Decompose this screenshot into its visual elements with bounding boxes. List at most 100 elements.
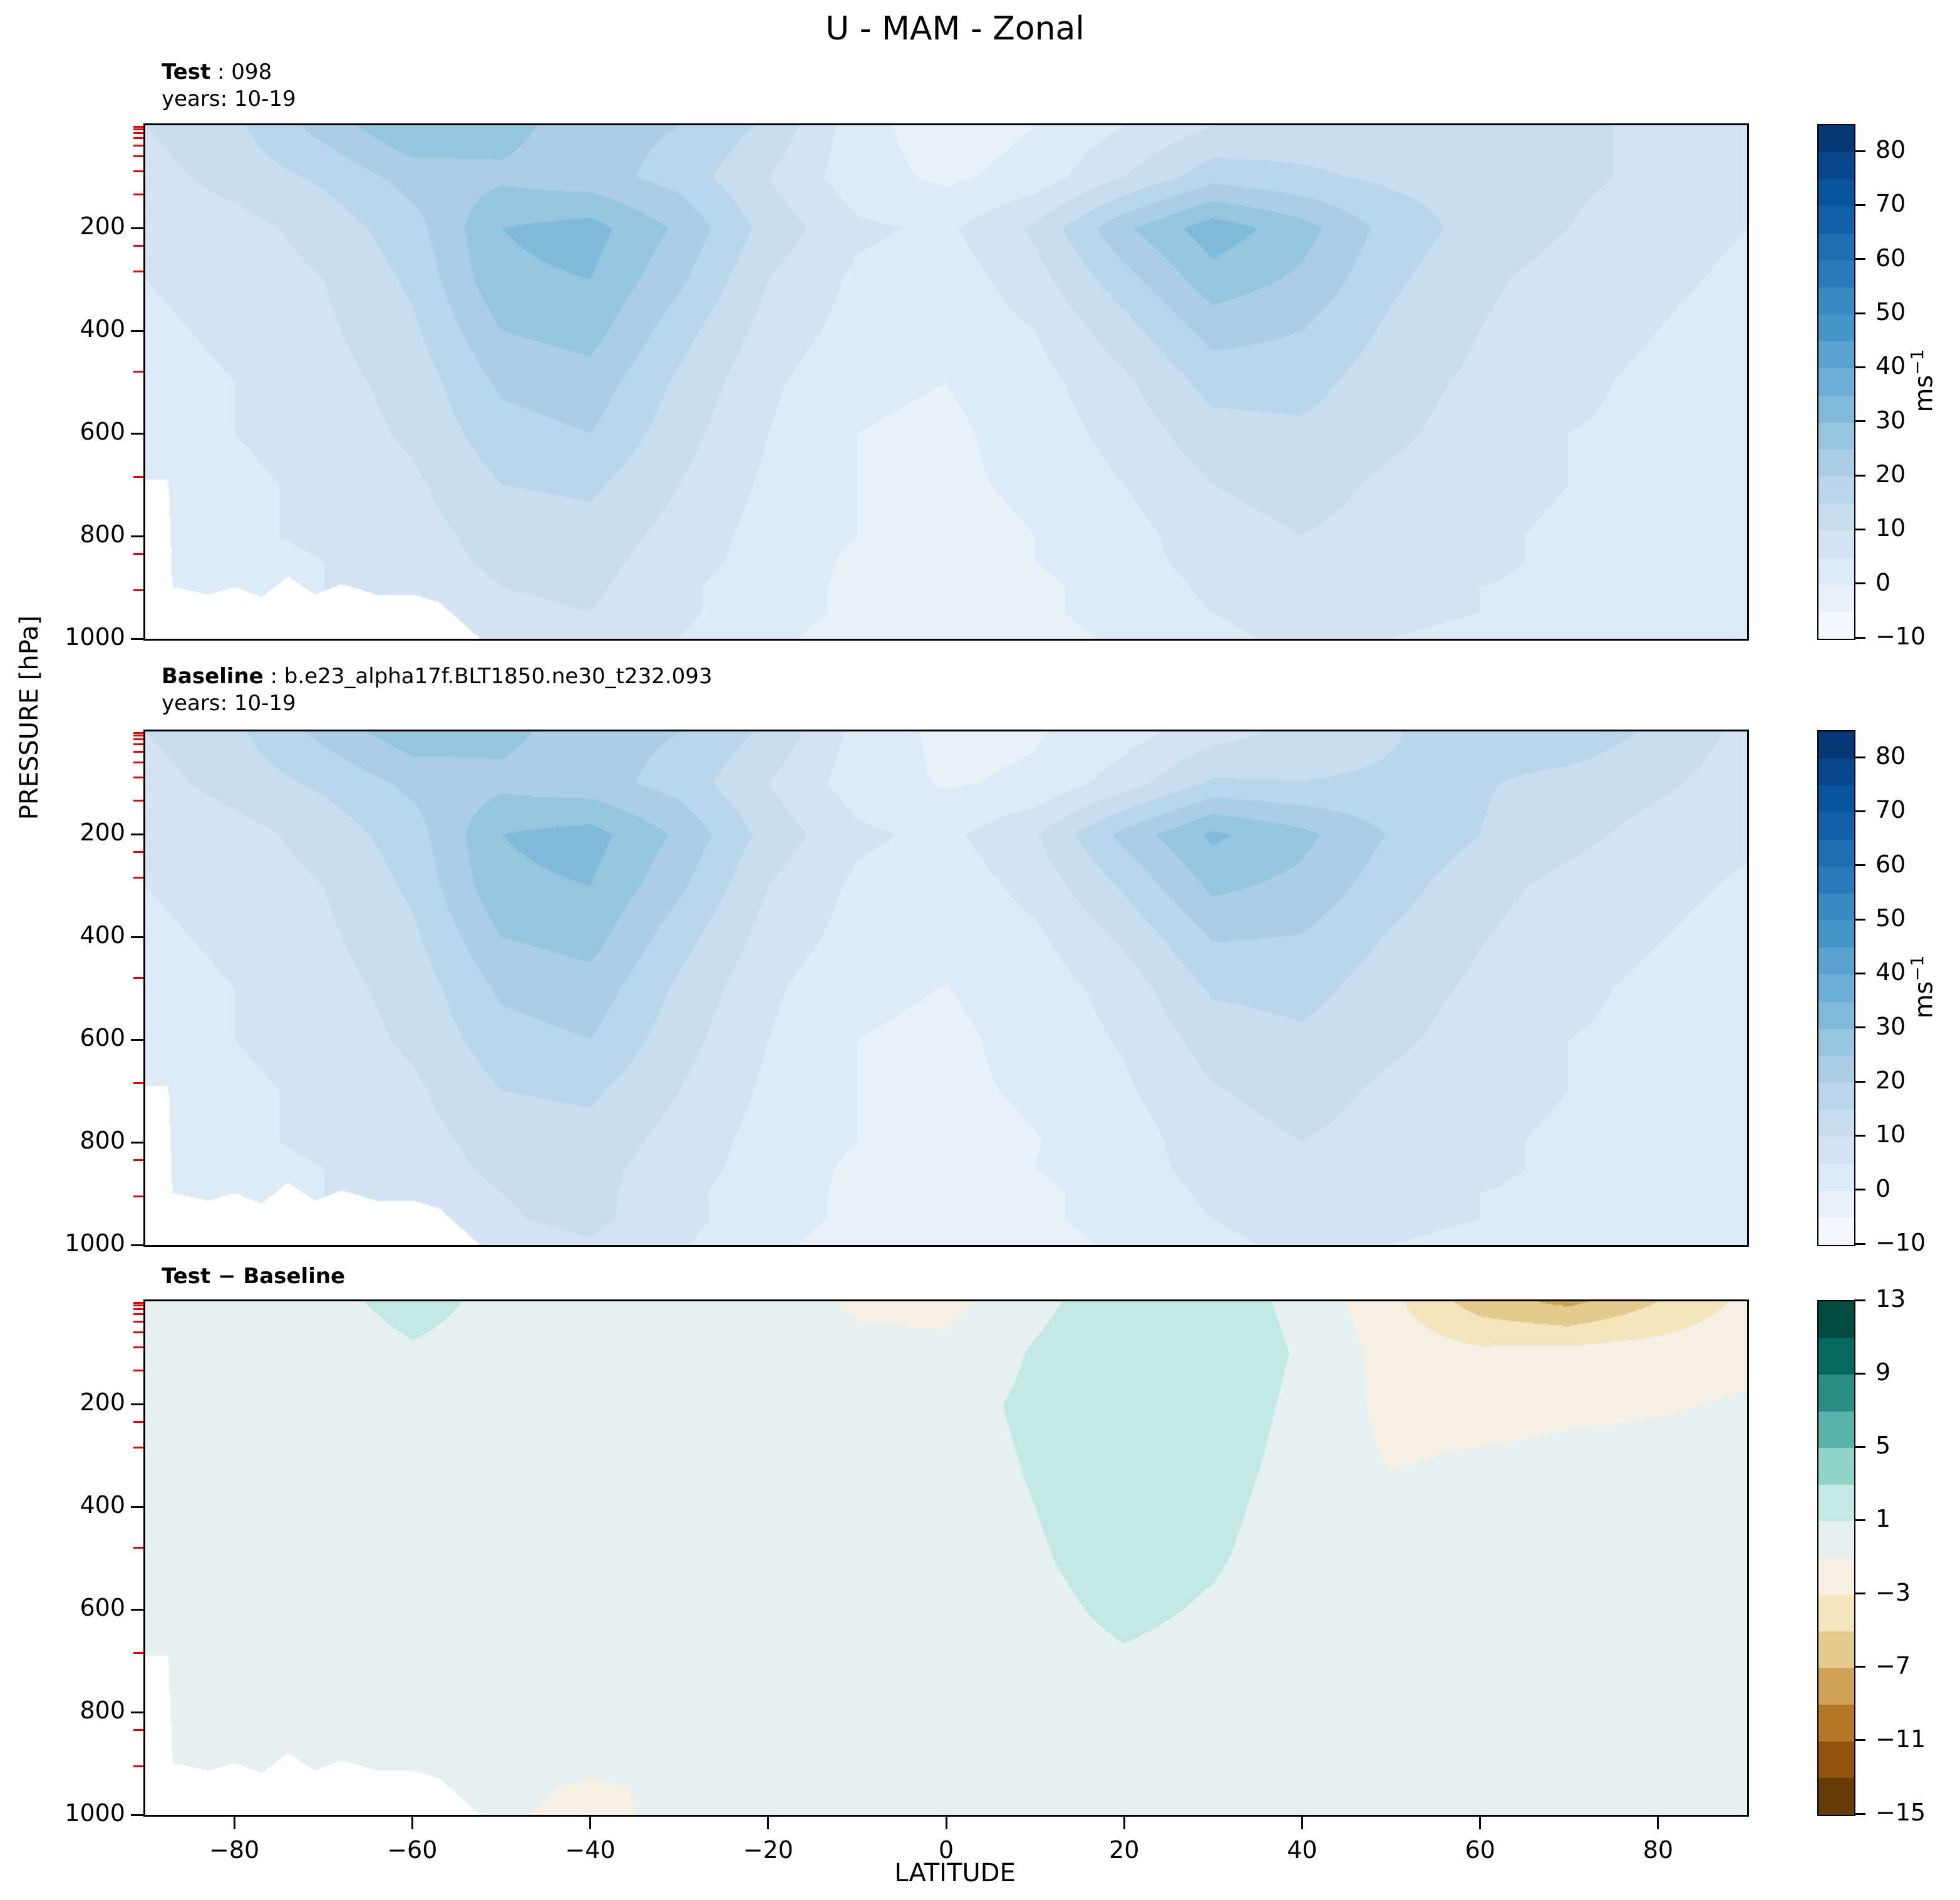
colorbar-segment [1818, 530, 1854, 558]
colorbar-tick-label: 50 [1875, 298, 1906, 326]
colorbar-segment [1818, 152, 1854, 180]
colorbar-tick [1854, 810, 1865, 812]
model-level-tick [133, 851, 143, 854]
model-level-tick [133, 1321, 143, 1323]
colorbar-tick-label: 60 [1875, 850, 1906, 878]
colorbar-tick [1854, 1242, 1865, 1245]
y-tick-label: 1000 [64, 623, 125, 651]
model-level-tick [133, 977, 143, 979]
y-tick [131, 329, 143, 332]
colorbar-tick-label: −3 [1875, 1578, 1911, 1606]
colorbar-segment [1818, 1164, 1854, 1191]
colorbar-segment [1818, 1301, 1854, 1338]
y-tick-label: 800 [80, 520, 125, 548]
model-level-tick [133, 371, 143, 373]
colorbar-segment [1818, 1083, 1854, 1110]
model-level-tick [133, 761, 143, 763]
model-level-tick [133, 751, 143, 753]
x-axis-label: LATITUDE [894, 1859, 1016, 1887]
colorbar-segment [1818, 866, 1854, 894]
y-tick [131, 1608, 143, 1611]
colorbar-tick-label: 80 [1875, 742, 1906, 770]
panel-diff-header: Test − Baseline [162, 1264, 345, 1289]
colorbar-segment [1818, 1741, 1854, 1779]
colorbar-segment [1818, 731, 1854, 759]
colorbar-tick-label: 40 [1875, 958, 1906, 986]
baseline-colorbar-units: ms−1 [1907, 874, 1938, 1100]
colorbar-tick [1854, 528, 1865, 530]
colorbar-segment [1818, 839, 1854, 867]
panel-baseline-header-rest: : b.e23_alpha17f.BLT1850.ne30_t232.093 [263, 664, 713, 689]
model-level-tick [133, 1304, 143, 1307]
colorbar-segment [1818, 449, 1854, 477]
colorbar-tick-label: 10 [1875, 514, 1906, 542]
model-level-tick [133, 271, 143, 273]
y-tick-label: 400 [80, 315, 125, 343]
y-tick [131, 432, 143, 435]
model-level-tick [133, 476, 143, 478]
colorbar-segment [1818, 1631, 1854, 1668]
test-contour-plot [145, 125, 1747, 639]
x-tick-label: 20 [1109, 1836, 1140, 1864]
colorbar-segment [1818, 1778, 1854, 1815]
model-level-tick [133, 1447, 143, 1449]
colorbar-segment [1818, 477, 1854, 504]
y-tick [131, 833, 143, 835]
model-level-tick [133, 128, 143, 131]
model-level-tick [133, 1547, 143, 1549]
y-tick [131, 1711, 143, 1713]
y-tick [131, 1244, 143, 1246]
y-tick [131, 535, 143, 537]
x-tick [945, 1817, 947, 1829]
colorbar-tick-label: 1 [1875, 1505, 1891, 1533]
model-level-tick [133, 170, 143, 173]
colorbar-tick [1854, 864, 1865, 867]
model-level-tick [133, 1370, 143, 1372]
colorbar-tick [1854, 312, 1865, 314]
x-tick-label: −20 [743, 1836, 793, 1864]
colorbar-segment [1818, 1668, 1854, 1705]
model-level-tick [133, 738, 143, 740]
colorbar-tick [1854, 1134, 1865, 1137]
colorbar-tick [1854, 1812, 1865, 1815]
colorbar-segment [1818, 341, 1854, 369]
test-contour-panel [143, 123, 1749, 641]
test-colorbar [1817, 124, 1855, 640]
diff-contour-panel [143, 1299, 1749, 1817]
colorbar-tick-label: 10 [1875, 1120, 1906, 1149]
colorbar-segment [1818, 395, 1854, 423]
y-tick-label: 200 [80, 1388, 125, 1416]
colorbar-tick-label: 0 [1875, 568, 1891, 596]
colorbar-tick-label: 0 [1875, 1174, 1891, 1202]
colorbar-tick [1854, 918, 1865, 921]
model-level-tick [133, 743, 143, 745]
colorbar-segment [1818, 974, 1854, 1002]
colorbar-segment [1818, 893, 1854, 921]
y-tick [131, 1814, 143, 1816]
colorbar-segment [1818, 758, 1854, 786]
y-tick-label: 1000 [64, 1799, 125, 1827]
colorbar-tick [1854, 150, 1865, 152]
x-tick [1657, 1817, 1659, 1829]
y-tick-label: 800 [80, 1696, 125, 1724]
model-level-tick [133, 125, 143, 128]
panel-test-years: years: 10-19 [162, 86, 296, 111]
model-level-tick [133, 731, 143, 734]
units-exp: −1 [1907, 955, 1927, 981]
y-tick [131, 936, 143, 938]
baseline-colorbar [1817, 730, 1855, 1246]
colorbar-segment [1818, 1028, 1854, 1056]
colorbar-segment [1818, 287, 1854, 315]
model-level-tick [133, 777, 143, 779]
units-base: ms [1909, 374, 1939, 413]
model-level-tick [133, 735, 143, 737]
colorbar-tick-label: −10 [1875, 1229, 1926, 1256]
model-level-tick [133, 1765, 143, 1767]
colorbar-tick [1854, 1519, 1865, 1521]
colorbar-segment [1818, 1705, 1854, 1742]
x-tick-label: −80 [209, 1836, 260, 1864]
model-level-tick [133, 145, 143, 147]
colorbar-segment [1818, 1137, 1854, 1164]
model-level-tick [133, 1729, 143, 1732]
test-colorbar-units: ms−1 [1907, 268, 1938, 493]
